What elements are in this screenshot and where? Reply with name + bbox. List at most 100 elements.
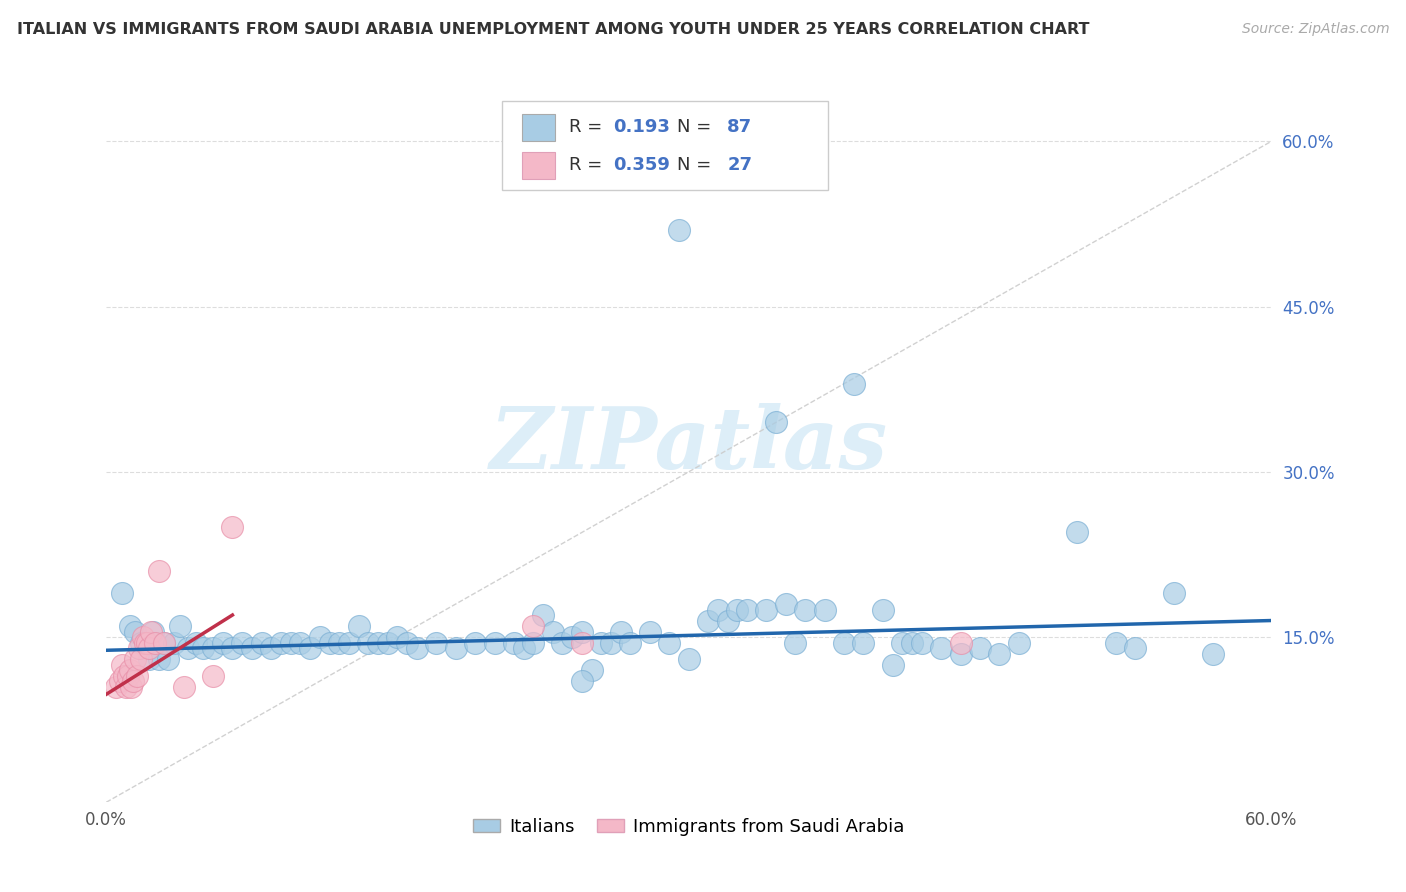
Point bbox=[1008, 635, 1031, 649]
Point bbox=[117, 668, 139, 682]
Point bbox=[357, 635, 380, 649]
Point bbox=[531, 607, 554, 622]
Point bbox=[949, 635, 972, 649]
Point bbox=[138, 641, 160, 656]
Point bbox=[969, 641, 991, 656]
Bar bbox=[522, 152, 555, 178]
Point bbox=[541, 624, 564, 639]
Point bbox=[891, 635, 914, 649]
Point bbox=[522, 619, 544, 633]
Point bbox=[638, 624, 661, 639]
Point bbox=[240, 641, 263, 656]
Point bbox=[396, 635, 419, 649]
Point bbox=[153, 635, 176, 649]
Point bbox=[929, 641, 952, 656]
Point bbox=[118, 663, 141, 677]
Point bbox=[512, 641, 534, 656]
Point bbox=[735, 602, 758, 616]
Point bbox=[260, 641, 283, 656]
Text: N =: N = bbox=[678, 118, 717, 136]
Point bbox=[707, 602, 730, 616]
Point bbox=[725, 602, 748, 616]
Point bbox=[522, 635, 544, 649]
Point bbox=[124, 652, 146, 666]
Point bbox=[290, 635, 312, 649]
Point bbox=[202, 668, 225, 682]
Point bbox=[591, 635, 613, 649]
Point bbox=[143, 635, 166, 649]
Point bbox=[444, 641, 467, 656]
Point bbox=[138, 652, 160, 666]
Point bbox=[318, 635, 340, 649]
Text: ITALIAN VS IMMIGRANTS FROM SAUDI ARABIA UNEMPLOYMENT AMONG YOUTH UNDER 25 YEARS : ITALIAN VS IMMIGRANTS FROM SAUDI ARABIA … bbox=[17, 22, 1090, 37]
Point bbox=[367, 635, 389, 649]
Point bbox=[571, 635, 593, 649]
Point bbox=[988, 647, 1011, 661]
Point bbox=[1163, 586, 1185, 600]
Point bbox=[600, 635, 623, 649]
Point bbox=[193, 641, 215, 656]
Point bbox=[785, 635, 807, 649]
Point bbox=[148, 652, 170, 666]
Point bbox=[901, 635, 924, 649]
Legend: Italians, Immigrants from Saudi Arabia: Italians, Immigrants from Saudi Arabia bbox=[467, 811, 911, 843]
Text: 0.193: 0.193 bbox=[613, 118, 669, 136]
Point bbox=[581, 663, 603, 677]
Point bbox=[202, 641, 225, 656]
Point bbox=[128, 641, 150, 656]
Point bbox=[377, 635, 399, 649]
Point bbox=[765, 415, 787, 429]
Point bbox=[122, 674, 145, 689]
Point bbox=[153, 635, 176, 649]
Point bbox=[270, 635, 292, 649]
Text: R =: R = bbox=[568, 118, 607, 136]
Point bbox=[132, 630, 155, 644]
Point bbox=[163, 635, 186, 649]
Point bbox=[108, 674, 131, 689]
Point bbox=[1202, 647, 1225, 661]
FancyBboxPatch shape bbox=[502, 101, 828, 190]
Point bbox=[911, 635, 934, 649]
Point bbox=[425, 635, 447, 649]
Point bbox=[134, 635, 156, 649]
Point bbox=[658, 635, 681, 649]
Point bbox=[832, 635, 855, 649]
Point bbox=[1066, 525, 1088, 540]
Point bbox=[484, 635, 506, 649]
Point bbox=[136, 635, 159, 649]
Point bbox=[678, 652, 700, 666]
Point bbox=[104, 680, 127, 694]
Point bbox=[949, 647, 972, 661]
Point bbox=[139, 624, 162, 639]
Point bbox=[221, 641, 243, 656]
Point bbox=[619, 635, 641, 649]
Point bbox=[184, 635, 207, 649]
Point bbox=[813, 602, 835, 616]
Point bbox=[111, 657, 134, 672]
Point bbox=[129, 652, 152, 666]
Point bbox=[882, 657, 904, 672]
Text: ZIPatlas: ZIPatlas bbox=[489, 402, 887, 486]
Point bbox=[111, 586, 134, 600]
Point bbox=[127, 668, 149, 682]
Point bbox=[609, 624, 631, 639]
Point bbox=[697, 614, 720, 628]
Point bbox=[794, 602, 817, 616]
Point bbox=[299, 641, 322, 656]
Text: R =: R = bbox=[568, 156, 607, 174]
Point bbox=[775, 597, 797, 611]
Point bbox=[169, 619, 191, 633]
Text: Source: ZipAtlas.com: Source: ZipAtlas.com bbox=[1241, 22, 1389, 37]
Point bbox=[1105, 635, 1128, 649]
Point bbox=[872, 602, 894, 616]
Point bbox=[157, 652, 180, 666]
Point bbox=[328, 635, 350, 649]
Point bbox=[551, 635, 574, 649]
Point bbox=[114, 680, 136, 694]
Point bbox=[280, 635, 302, 649]
Point bbox=[211, 635, 233, 649]
Point bbox=[561, 630, 583, 644]
Point bbox=[1123, 641, 1146, 656]
Point bbox=[173, 680, 195, 694]
Point bbox=[464, 635, 486, 649]
